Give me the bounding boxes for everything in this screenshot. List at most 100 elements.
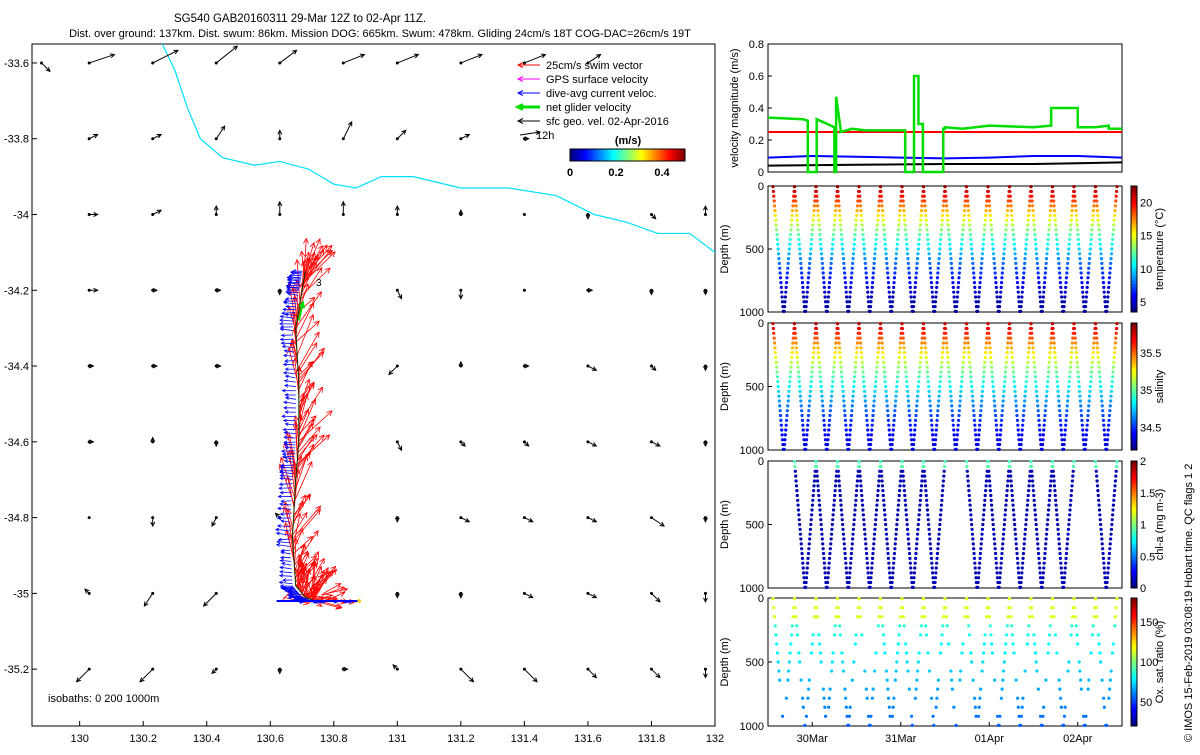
map-x-tick-label: 130.8 [320,733,348,745]
profile-point [793,597,796,600]
profile-point [939,518,942,521]
profile-point [859,209,862,212]
profile-point [1076,228,1079,231]
profile-point [1097,633,1100,636]
profile-point [1053,209,1056,212]
profile-point [948,375,951,378]
profile-point [987,327,990,330]
profile-point [1062,305,1065,308]
profile-point [1002,537,1005,540]
profile-point [1030,606,1033,609]
profile-point [988,204,991,207]
profile-point [922,322,925,325]
profile-point [938,385,941,388]
profile-point [968,633,971,636]
profile-point [1001,688,1004,691]
profile-point [927,243,930,246]
profile-point [949,385,952,388]
profile-point [939,380,942,383]
profile-point [1112,361,1115,364]
profile-point [941,489,944,492]
profile-point [1113,209,1116,212]
sfc-vector-origin [342,61,345,64]
profile-colorbar-segment [1131,656,1137,660]
profile-point [799,537,802,540]
profile-point [905,243,908,246]
profile-point [788,243,791,246]
profile-point [771,597,774,600]
profile-point [1097,356,1100,359]
profile-point [800,267,803,270]
profile-point [1023,257,1026,260]
profile-point [1095,606,1098,609]
profile-point [1086,424,1089,427]
profile-point [906,660,909,663]
profile-point [1009,199,1012,202]
profile-point [1073,190,1076,193]
profile-point [828,697,831,700]
profile-point [951,276,954,279]
profile-point [935,291,938,294]
profile-point [841,380,844,383]
profile-point [886,409,889,412]
profile-point [845,706,848,709]
profile-point [1100,395,1103,398]
profile-point [1099,380,1102,383]
profile-colorbar-segment [1131,678,1137,682]
profile-point [967,484,970,487]
profile-point [1025,508,1028,511]
profile-point [822,276,825,279]
profile-point [973,562,976,565]
profile-point [811,642,814,645]
profile-point [897,228,900,231]
profile-point [1035,660,1038,663]
profile-point [976,443,979,446]
profile-point [1021,706,1024,709]
profile-point [873,669,876,672]
profile-point [1047,366,1050,369]
profile-point [884,385,887,388]
profile-point [990,366,993,369]
profile-point [1033,366,1036,369]
sfc-vector [77,669,90,682]
profile-point [798,385,801,388]
profile-point [843,547,846,550]
profile-point [940,366,943,369]
profile-point [802,706,805,709]
profile-point [1105,448,1108,451]
profile-point [772,327,775,330]
profile-point [833,361,836,364]
profile-point [829,409,832,412]
profile-point [885,533,888,536]
profile-point [1085,295,1088,298]
profile-point [1068,518,1071,521]
profile-point [785,414,788,417]
profile-point [800,542,803,545]
profile-point [832,238,835,241]
profile-point [830,528,833,531]
profile-point [965,322,968,325]
profile-point [1023,537,1026,540]
profile-point [1087,409,1090,412]
profile-point [1081,286,1084,289]
profile-point [898,351,901,354]
profile-point [974,566,977,569]
profile-colorbar-segment [1131,499,1137,503]
profile-x-tick-label: 30Mar [797,733,829,745]
profile-point [917,380,920,383]
profile-point [967,214,970,217]
profile-point [1058,679,1061,682]
profile-point [907,542,910,545]
profile-point [943,460,946,463]
profile-point [886,679,889,682]
profile-point [896,518,899,521]
profile-point [1103,295,1106,298]
profile-point [1107,286,1110,289]
profile-point [1024,523,1027,526]
profile-colorbar-segment [1131,208,1137,212]
profile-point [799,262,802,265]
profile-point [882,219,885,222]
profile-point [1031,199,1034,202]
profile-point [892,286,895,289]
